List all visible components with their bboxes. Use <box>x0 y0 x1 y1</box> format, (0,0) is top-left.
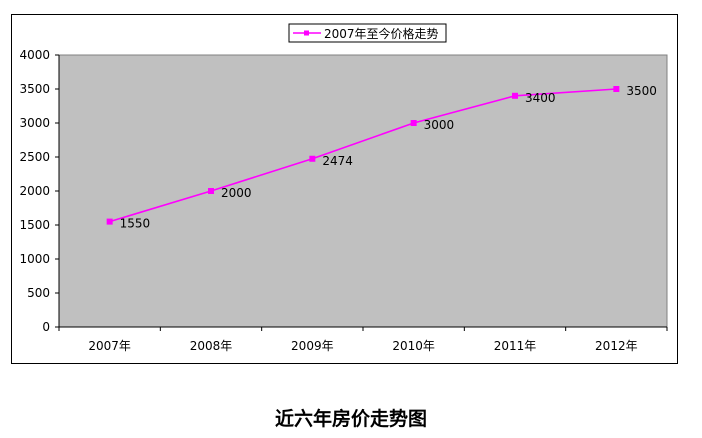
y-tick-label: 1000 <box>19 252 50 266</box>
x-tick-label: 2008年 <box>190 339 233 353</box>
data-label: 3500 <box>626 84 657 98</box>
chart-caption: 近六年房价走势图 <box>274 408 427 430</box>
y-tick-label: 3500 <box>19 82 50 96</box>
data-point-marker <box>106 218 113 225</box>
y-tick-label: 500 <box>27 286 50 300</box>
legend-label: 2007年至今价格走势 <box>324 26 439 41</box>
y-tick-label: 0 <box>42 320 50 334</box>
x-tick-label: 2012年 <box>595 339 638 353</box>
data-point-marker <box>309 155 316 162</box>
y-axis: 0 500 1000 1500 2000 2500 3000 3500 4000 <box>19 48 60 334</box>
series-layer: 1550 2000 2474 3000 3400 3500 <box>106 84 657 231</box>
x-tick-label: 2010年 <box>392 339 435 353</box>
series-line <box>109 88 617 223</box>
data-label: 3400 <box>525 91 556 105</box>
y-tick-label: 2000 <box>19 184 50 198</box>
y-tick-label: 4000 <box>19 48 50 62</box>
plot-area <box>58 54 668 328</box>
x-tick-label: 2009年 <box>291 339 334 353</box>
x-axis: 2007年 2008年 2009年 2010年 2011年 2012年 <box>58 326 668 353</box>
legend-box <box>288 23 447 43</box>
x-tick-label: 2007年 <box>88 339 131 353</box>
y-tick-label: 2500 <box>19 150 50 164</box>
x-tick-label: 2011年 <box>494 339 537 353</box>
y-tick-label: 1500 <box>19 218 50 232</box>
legend-marker <box>304 30 309 36</box>
data-label: 2000 <box>221 186 252 200</box>
data-label: 3000 <box>424 118 455 132</box>
data-label: 1550 <box>120 217 151 231</box>
legend: 2007年至今价格走势 <box>288 23 447 43</box>
data-label: 2474 <box>322 154 353 168</box>
data-point-marker <box>613 86 620 92</box>
y-tick-label: 3000 <box>19 116 50 130</box>
data-point-marker <box>208 188 214 194</box>
data-point-marker <box>410 120 417 126</box>
data-point-marker <box>512 92 518 99</box>
